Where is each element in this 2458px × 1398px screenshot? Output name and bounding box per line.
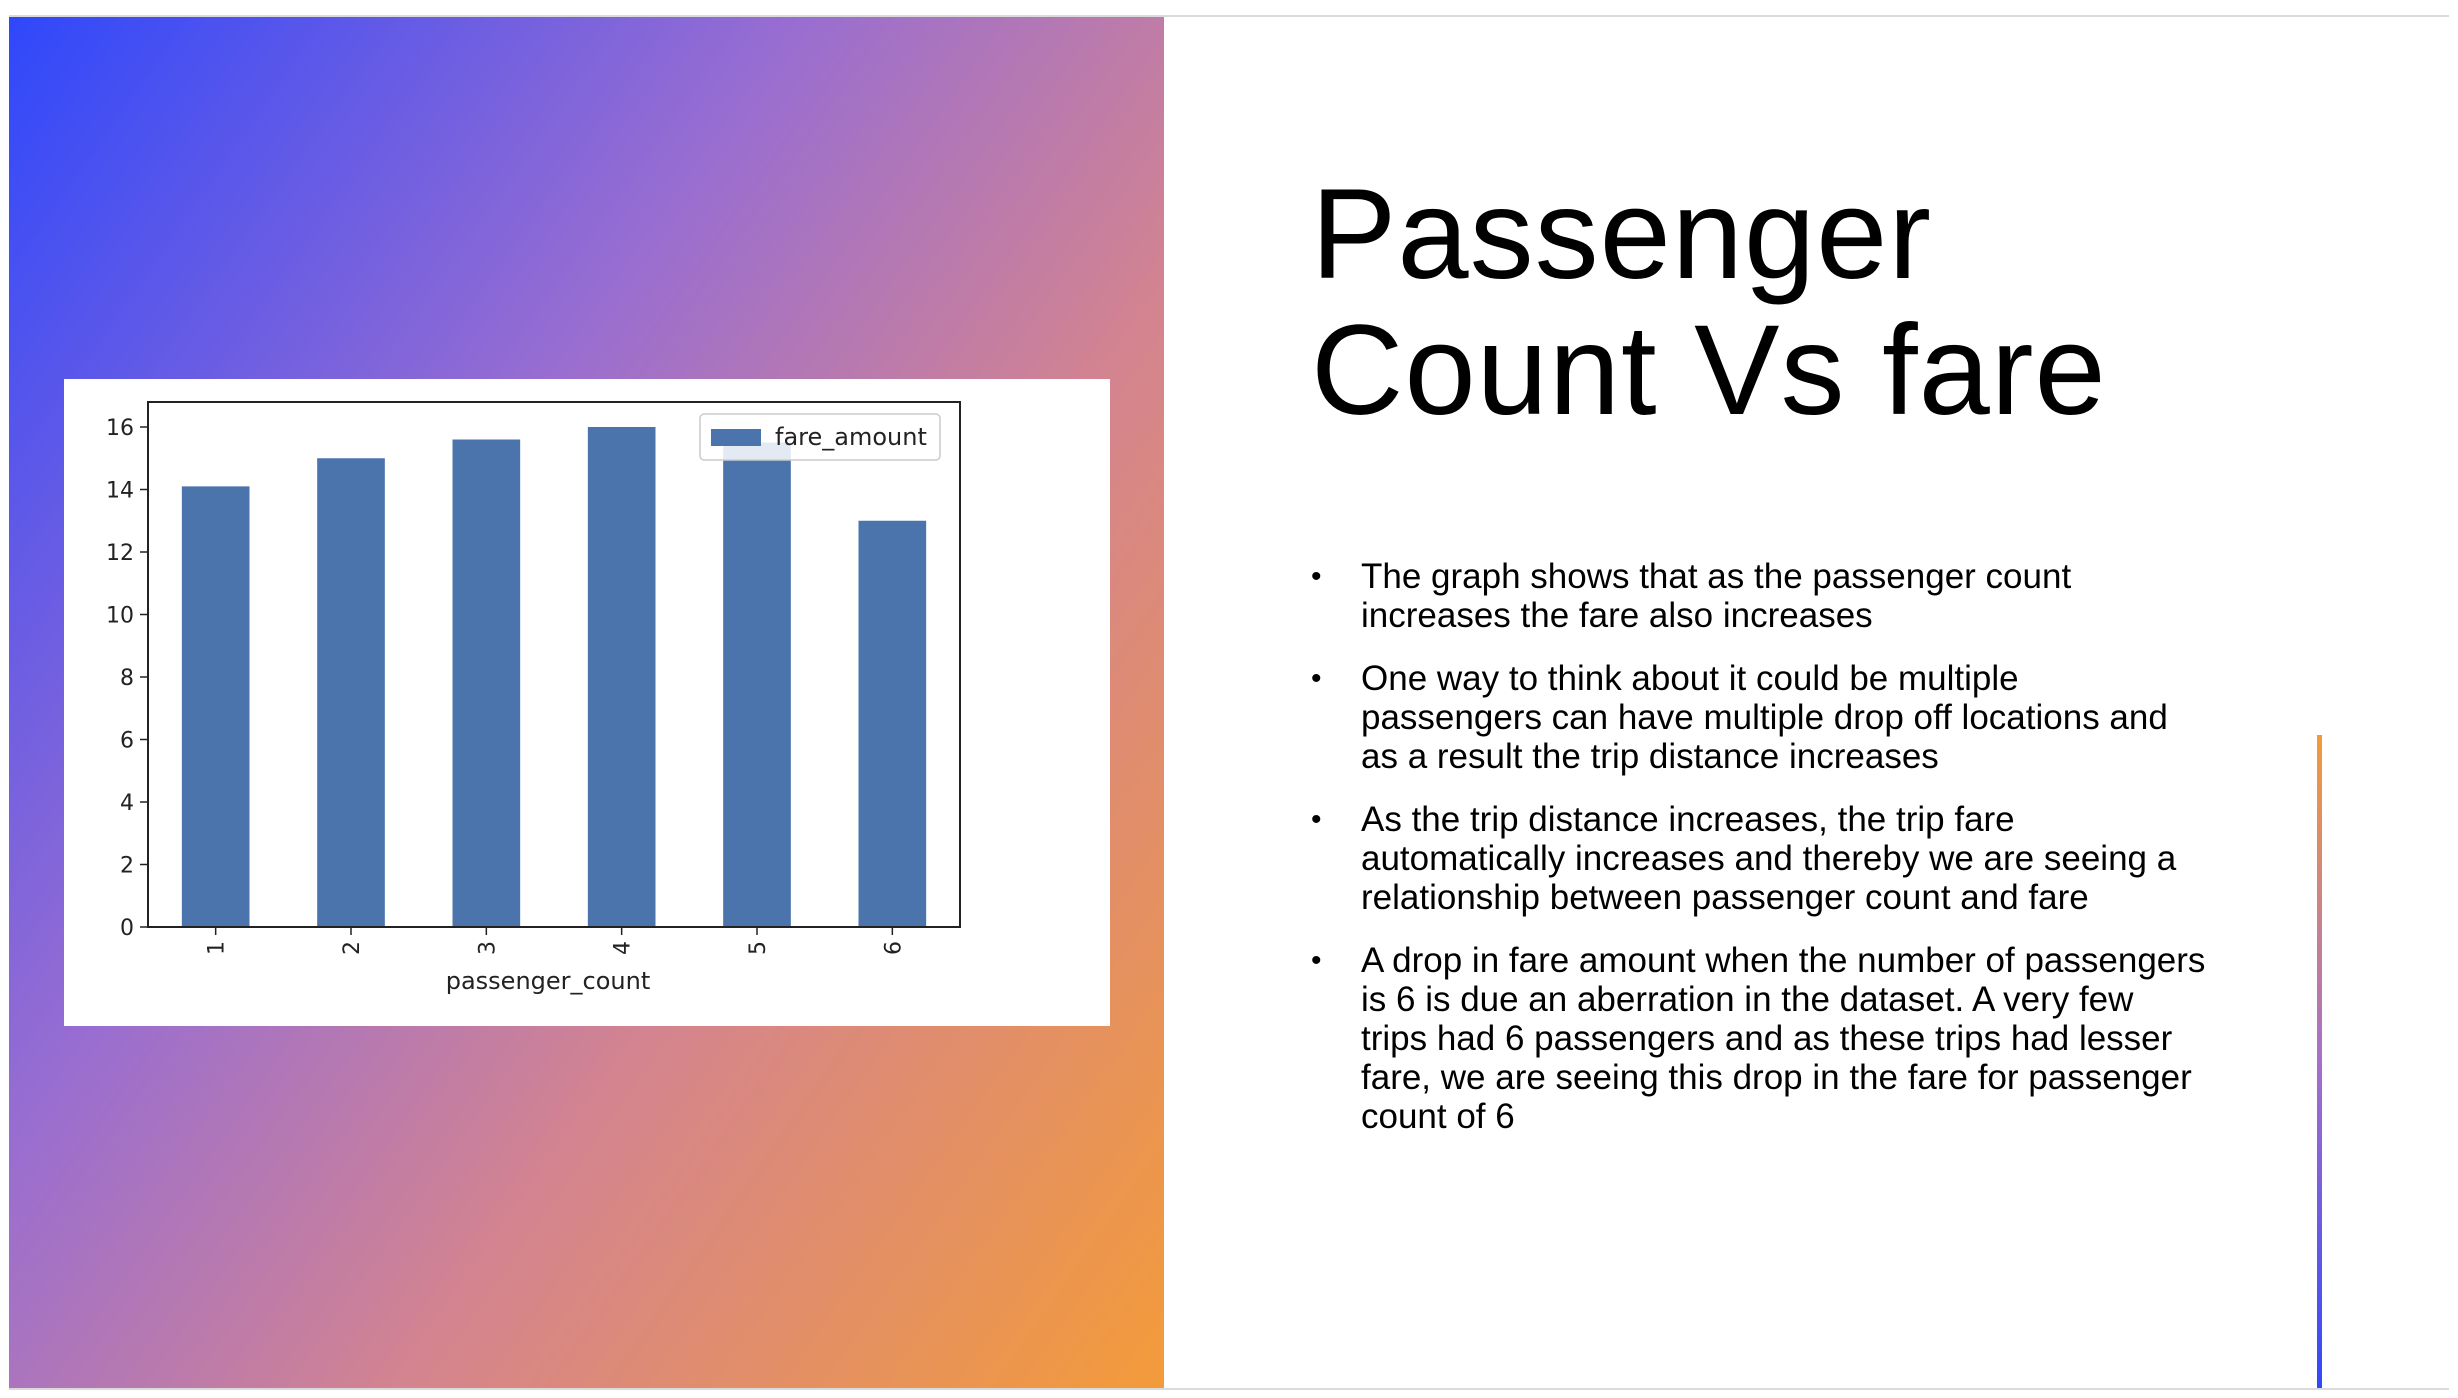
x-tick-label: 6 xyxy=(881,941,906,955)
bullet-dot: • xyxy=(1311,803,1322,836)
y-tick-label: 4 xyxy=(120,791,134,816)
bullet-text: The graph shows that as the passenger co… xyxy=(1361,557,2072,635)
x-tick-label: 1 xyxy=(205,941,230,955)
legend-label: fare_amount xyxy=(775,423,927,451)
y-tick-label: 0 xyxy=(120,916,134,941)
bar-2 xyxy=(317,458,385,927)
y-tick-label: 8 xyxy=(120,666,134,691)
bullet-text: One way to think about it could be multi… xyxy=(1361,659,2168,776)
bar-1 xyxy=(181,486,250,927)
bullet-text: As the trip distance increases, the trip… xyxy=(1361,800,2177,917)
bar-6 xyxy=(858,520,927,927)
bar-5 xyxy=(723,442,791,927)
x-tick-label: 3 xyxy=(475,941,500,955)
bar-4 xyxy=(587,427,656,927)
y-tick-label: 6 xyxy=(120,729,134,754)
legend-swatch xyxy=(711,429,761,446)
legend-box xyxy=(699,413,941,461)
legend: fare_amount xyxy=(699,413,941,461)
bullet-dot: • xyxy=(1311,662,1322,695)
page-title: Passenger Count Vs fare xyxy=(1311,167,2311,439)
bullet-item: • As the trip distance increases, the tr… xyxy=(1309,800,2209,917)
bullet-item: • One way to think about it could be mul… xyxy=(1309,659,2209,776)
bar-3 xyxy=(452,439,521,927)
accent-line xyxy=(2317,735,2322,1388)
x-axis-label: passenger_count xyxy=(446,967,651,995)
title-line-1: Passenger xyxy=(1311,163,1932,306)
bullet-dot: • xyxy=(1311,944,1322,977)
y-tick-label: 12 xyxy=(106,541,134,566)
y-tick-label: 2 xyxy=(120,854,134,879)
x-tick-label: 4 xyxy=(611,941,636,955)
bullet-list: • The graph shows that as the passenger … xyxy=(1309,557,2209,1160)
y-tick-label: 10 xyxy=(106,604,134,629)
bullet-text: A drop in fare amount when the number of… xyxy=(1361,941,2206,1136)
title-line-2: Count Vs fare xyxy=(1311,299,2107,442)
bullet-dot: • xyxy=(1311,560,1322,593)
bullet-item: • A drop in fare amount when the number … xyxy=(1309,941,2209,1136)
bullet-item: • The graph shows that as the passenger … xyxy=(1309,557,2209,635)
x-tick-label: 2 xyxy=(340,941,365,955)
plot-frame xyxy=(147,401,961,928)
x-tick-label: 5 xyxy=(746,941,771,955)
y-tick-label: 16 xyxy=(106,416,134,441)
y-tick-label: 14 xyxy=(106,479,134,504)
